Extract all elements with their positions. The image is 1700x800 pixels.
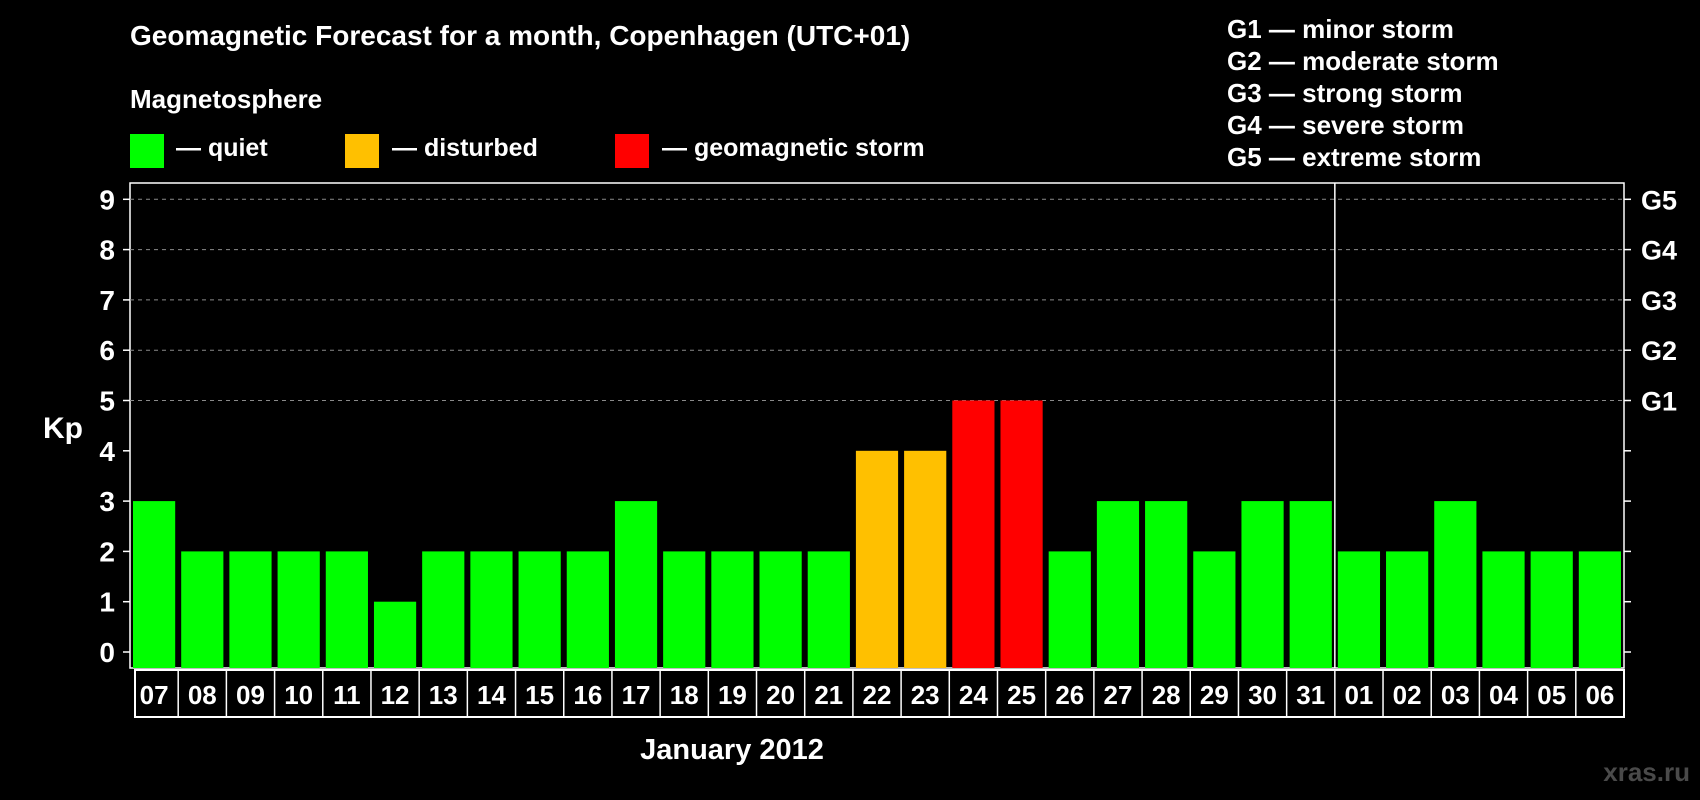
legend-swatch-disturbed [345,134,379,168]
bar-14 [470,551,513,668]
x-tick-label-10: 10 [284,680,313,710]
x-tick-label-23: 23 [911,680,940,710]
legend-swatch-quiet [130,134,164,168]
y-tick-label-2: 2 [99,536,115,567]
y-axis-label: Kp [43,412,83,445]
y-tick-label-5: 5 [99,386,115,417]
bar-05 [1530,551,1573,668]
bar-27 [1096,501,1140,668]
bar-21 [807,551,850,668]
bar-22 [855,450,899,668]
watermark: xras.ru [1603,757,1690,787]
y-tick-label-1: 1 [99,587,115,618]
storm-scale-g1: G1 — minor storm [1227,14,1454,44]
x-tick-label-22: 22 [863,680,892,710]
bar-19 [711,551,754,668]
x-tick-label-11: 11 [333,680,361,710]
chart-title: Geomagnetic Forecast for a month, Copenh… [130,20,911,51]
storm-scale-g2: G2 — moderate storm [1227,46,1499,76]
bar-28 [1145,501,1188,668]
right-tick-label-g5: G5 [1641,185,1677,215]
y-tick-label-6: 6 [99,335,115,366]
bar-29 [1193,551,1236,668]
x-tick-label-18: 18 [670,680,699,710]
x-tick-label-31: 31 [1296,680,1325,710]
x-tick-label-12: 12 [381,680,410,710]
x-axis-label: January 2012 [640,734,824,766]
bar-10 [277,551,320,668]
x-tick-label-16: 16 [573,680,602,710]
storm-scale-g4: G4 — severe storm [1227,110,1465,140]
date-row-frame [134,669,1625,718]
bar-20 [759,551,802,668]
x-tick-label-08: 08 [188,680,217,710]
y-tick-label-3: 3 [99,486,115,517]
x-tick-label-19: 19 [718,680,747,710]
storm-scale-g5: G5 — extreme storm [1227,142,1482,172]
bar-09 [229,551,272,668]
right-tick-label-g2: G2 [1641,336,1677,366]
bar-15 [518,551,561,668]
x-tick-label-01: 01 [1344,680,1373,710]
right-tick-label-g3: G3 [1641,286,1677,316]
x-tick-label-15: 15 [525,680,554,710]
bar-12 [373,601,417,668]
bar-06 [1578,551,1621,668]
x-tick-label-27: 27 [1104,680,1133,710]
x-tick-label-17: 17 [622,680,651,710]
bar-02 [1386,551,1429,668]
x-tick-label-29: 29 [1200,680,1229,710]
x-tick-label-09: 09 [236,680,265,710]
legend-label-quiet: — quiet [176,134,268,162]
y-tick-label-4: 4 [99,436,115,467]
x-tick-label-26: 26 [1055,680,1084,710]
x-tick-label-24: 24 [959,680,988,710]
y-tick-label-0: 0 [99,637,115,668]
x-tick-label-30: 30 [1248,680,1277,710]
magnetosphere-label: Magnetosphere [130,84,323,114]
y-tick-label-9: 9 [99,184,115,215]
bar-17 [614,501,658,668]
bar-07 [133,501,176,668]
legend-label-disturbed: — disturbed [392,134,538,162]
x-tick-label-02: 02 [1393,680,1422,710]
y-tick-label-8: 8 [99,235,115,266]
bar-24 [952,400,995,668]
bar-26 [1048,551,1091,668]
x-tick-label-14: 14 [477,680,506,710]
bar-18 [663,551,706,668]
bar-30 [1241,501,1284,668]
bar-25 [1000,400,1043,668]
right-tick-label-g4: G4 [1641,236,1677,266]
x-tick-label-13: 13 [429,680,458,710]
right-tick-label-g1: G1 [1641,387,1677,417]
x-tick-label-03: 03 [1441,680,1470,710]
y-tick-label-7: 7 [99,285,115,316]
bar-08 [181,551,224,668]
x-tick-label-04: 04 [1489,680,1518,710]
x-tick-label-28: 28 [1152,680,1181,710]
legend-label-storm: — geomagnetic storm [662,134,925,162]
x-tick-label-21: 21 [814,680,843,710]
x-tick-label-20: 20 [766,680,795,710]
x-tick-label-07: 07 [140,680,169,710]
x-tick-label-06: 06 [1585,680,1614,710]
x-tick-label-25: 25 [1007,680,1036,710]
storm-scale-g3: G3 — strong storm [1227,78,1463,108]
bar-03 [1434,501,1477,668]
bar-31 [1289,501,1332,668]
bar-04 [1482,551,1525,668]
bar-13 [422,551,465,668]
bar-16 [566,551,609,668]
bar-01 [1337,551,1381,668]
bar-11 [325,551,368,668]
bar-23 [904,450,947,668]
legend-swatch-storm [615,134,649,168]
x-tick-label-05: 05 [1537,680,1566,710]
